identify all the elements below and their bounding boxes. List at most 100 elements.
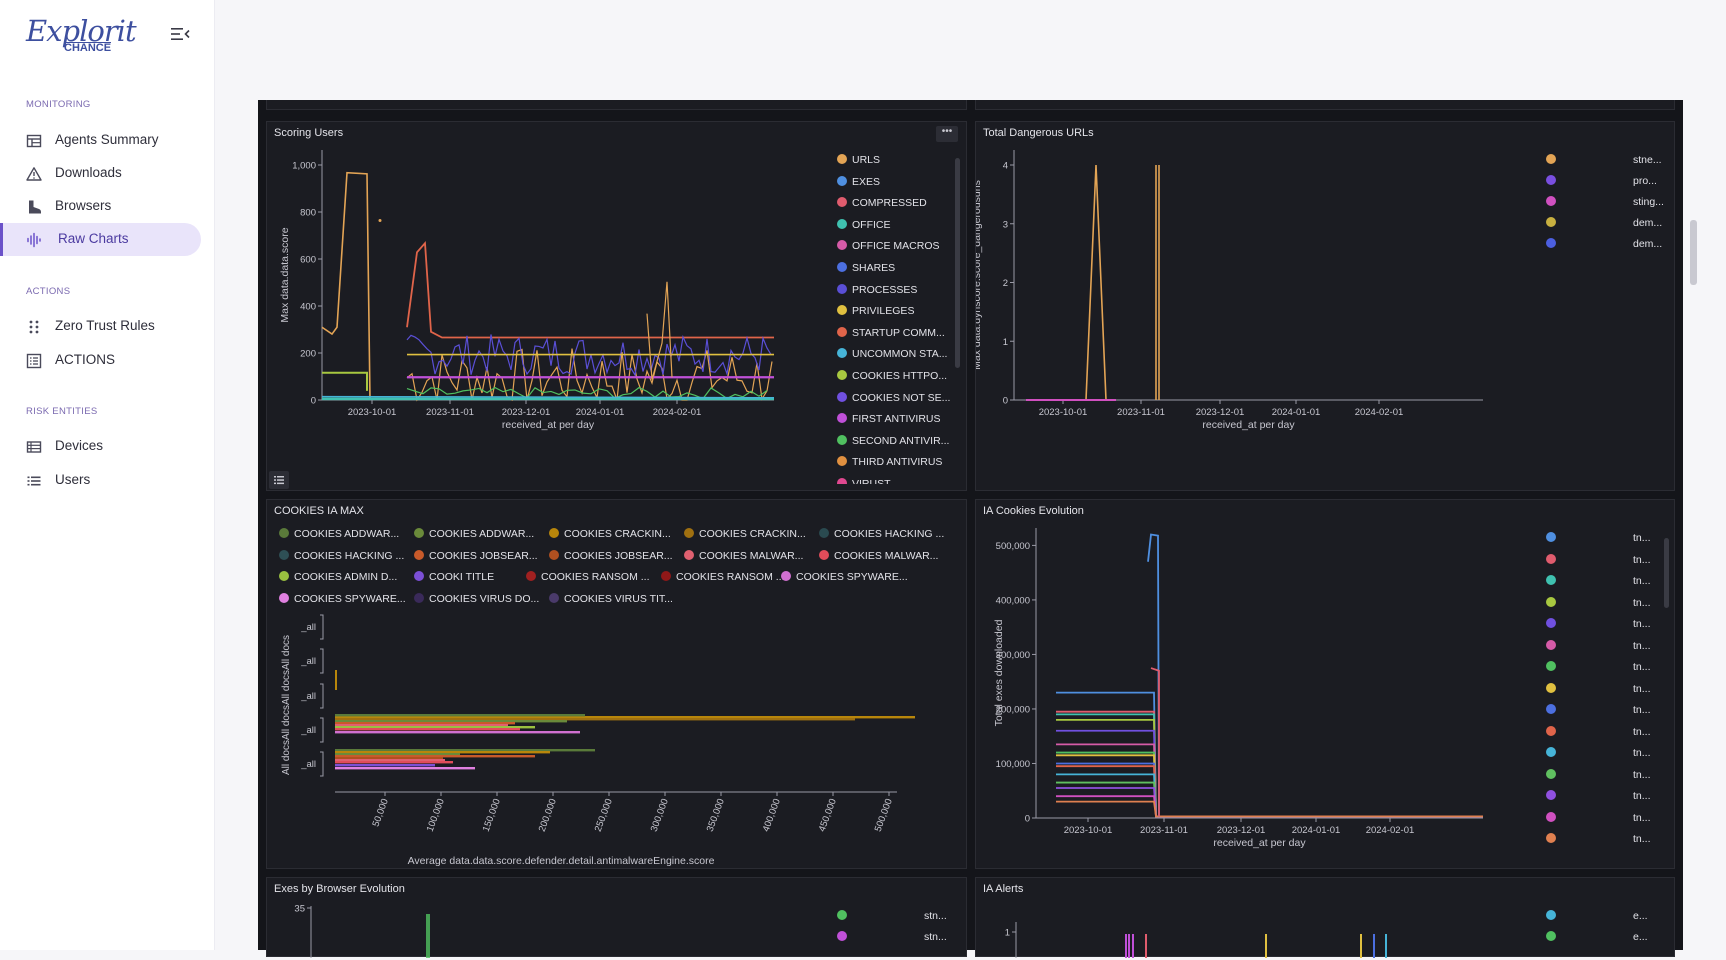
legend-item[interactable]: stn... [837,910,957,922]
sidebar-item-zero-trust-rules[interactable]: Zero Trust Rules [0,310,201,343]
legend-item[interactable]: stn... [837,931,957,943]
legend-item[interactable]: COOKIES RANSOM ... [661,571,785,583]
legend-item[interactable]: STARTUP COMM... [837,326,945,339]
legend-item[interactable]: FIRST ANTIVIRUS [837,413,941,425]
panel-ia-cookies-evolution[interactable]: IA Cookies Evolution 0 100,000 200,000 300,… [975,499,1675,869]
legend-item[interactable]: tn... [1546,725,1666,738]
legend-label: COOKIES HACKING ... [294,549,405,562]
legend-item[interactable]: SECOND ANTIVIR... [837,434,949,447]
sidebar-item-actions[interactable]: ACTIONS [0,344,201,377]
legend-item[interactable]: COOKIES HACKING ... [819,528,944,540]
legend-label: EXES [852,175,881,188]
page-scrollbar[interactable] [1690,220,1697,285]
legend-item[interactable]: tn... [1546,768,1666,781]
sidebar-item-downloads[interactable]: Downloads [0,157,201,190]
legend-label: tn... [1633,747,1651,759]
legend-item[interactable]: tn... [1546,790,1666,802]
x-tick-label: 150,000 [481,797,503,833]
legend-item[interactable]: tn... [1546,639,1666,652]
legend-item[interactable]: tn... [1546,553,1666,566]
y-tick-label: _all [300,759,316,770]
legend-item[interactable]: COOKIES VIRUS DO... [414,592,540,605]
sidebar-item-devices[interactable]: Devices [0,430,201,463]
legend-item[interactable]: COOKIES NOT SE... [837,391,950,404]
legend-item[interactable]: tn... [1546,596,1666,609]
panel-options-button[interactable]: ••• [936,126,958,142]
legend-item[interactable]: COOKIES VIRUS TIT... [549,592,673,605]
legend-item[interactable]: tn... [1546,618,1666,630]
legend-item[interactable]: COMPRESSED [837,197,927,209]
legend-item[interactable]: COOKIES JOBSEAR... [549,549,673,562]
legend-item[interactable]: SHARES [837,262,895,274]
legend-item[interactable]: COOKIES SPYWARE... [781,571,908,583]
brand-logo[interactable]: Explorit CHANCE [26,12,137,54]
legend-item[interactable]: e... [1546,910,1666,922]
legend-item[interactable]: tn... [1546,575,1666,587]
legend-item[interactable]: tn... [1546,811,1666,824]
scoring-users-chart: 0 200 400 600 800 1,000 2023-10-01 2023-11-01 20… [279,150,775,431]
panel-title: IA Alerts [983,883,1024,895]
legend-item[interactable]: tn... [1546,661,1666,673]
sidebar-item-agents-summary[interactable]: Agents Summary [0,124,201,157]
legend-item[interactable]: COOKIES RANSOM ... [526,571,650,583]
legend-scrollbar[interactable] [1664,538,1669,608]
legend-item[interactable]: tn... [1546,833,1666,845]
legend-label: PROCESSES [852,283,918,296]
legend-item[interactable]: PROCESSES [837,283,918,296]
legend-scrollbar[interactable] [955,158,960,368]
legend-item[interactable]: COOKIES JOBSEAR... [414,549,538,562]
panel-scoring-users[interactable]: Scoring Users ••• 0 200 400 600 800 1,000 2023… [266,121,967,491]
sidebar-item-users[interactable]: Users [0,464,201,497]
legend-item[interactable]: UNCOMMON STA... [837,348,947,360]
grid-dots-icon [29,320,39,334]
legend-item[interactable]: COOKIES ADMIN D... [279,571,397,583]
legend-label: OFFICE MACROS [852,240,940,253]
legend-item[interactable]: COOKIES CRACKIN... [684,528,806,540]
bar [335,731,580,734]
legend-item[interactable]: COOKIES MALWAR... [819,549,938,562]
legend-item[interactable]: COOKIES CRACKIN... [549,528,671,540]
legend-item[interactable]: VIRUST... [837,478,898,484]
legend-label: COOKIES CRACKIN... [699,528,806,540]
legend-toggle-icon[interactable] [269,471,289,489]
legend-item[interactable]: OFFICE [837,218,891,231]
legend-item[interactable]: COOKIES SPYWARE... [279,592,406,605]
legend-label: COOKIES JOBSEAR... [429,549,538,562]
legend-item[interactable]: OFFICE MACROS [837,240,940,252]
menu-collapse-icon[interactable] [170,26,190,42]
panel-exes-by-browser[interactable]: Exes by Browser Evolution 35 stn... stn..… [266,877,967,958]
legend-item[interactable]: dem... [1546,217,1666,229]
legend-item[interactable]: tn... [1546,682,1666,695]
panel-ia-alerts[interactable]: IA Alerts 1 e... e... [975,877,1675,958]
legend-item[interactable]: COOKI TITLE [414,571,494,583]
legend-item[interactable]: tn... [1546,747,1666,759]
legend-swatch [1546,833,1556,843]
legend-item[interactable]: tn... [1546,532,1666,544]
legend-item[interactable]: COOKIES MALWAR... [684,549,803,562]
sidebar-item-raw-charts[interactable]: Raw Charts [0,223,201,256]
legend-item[interactable]: stne... [1546,154,1666,166]
legend-item[interactable]: pro... [1546,175,1666,187]
panel-cookies-ia-max[interactable]: COOKIES IA MAX COOKIES ADDWAR... COOKIES … [266,499,967,869]
y-tick-label: 200,000 [996,704,1030,715]
legend-item[interactable]: EXES [837,175,881,188]
legend-item[interactable]: URLS [837,154,880,166]
legend-item[interactable]: COOKIES HTTPO... [837,370,947,382]
legend-swatch [1546,618,1556,628]
legend-item[interactable]: tn... [1546,704,1666,716]
legend-item[interactable]: e... [1546,931,1666,943]
legend-swatch [837,478,847,484]
legend-label: COOKIES VIRUS DO... [429,592,540,605]
legend-item[interactable]: COOKIES ADDWAR... [279,528,399,540]
sidebar-item-browsers[interactable]: Browsers [0,190,201,223]
panel-total-dangerous-urls[interactable]: Total Dangerous URLs 0 1 2 3 4 2023-10-01 2023… [975,121,1675,491]
legend-item[interactable]: COOKIES ADDWAR... [414,528,534,540]
legend-item[interactable]: THIRD ANTIVIRUS [837,456,942,468]
legend-item[interactable]: PRIVILEGES [837,305,914,317]
legend-swatch [819,528,829,538]
x-tick-label: 350,000 [705,797,727,833]
legend-item[interactable]: sting... [1546,196,1666,208]
x-tick-label: 500,000 [873,797,895,833]
legend-item[interactable]: COOKIES HACKING ... [279,549,405,562]
legend-item[interactable]: dem... [1546,238,1666,250]
